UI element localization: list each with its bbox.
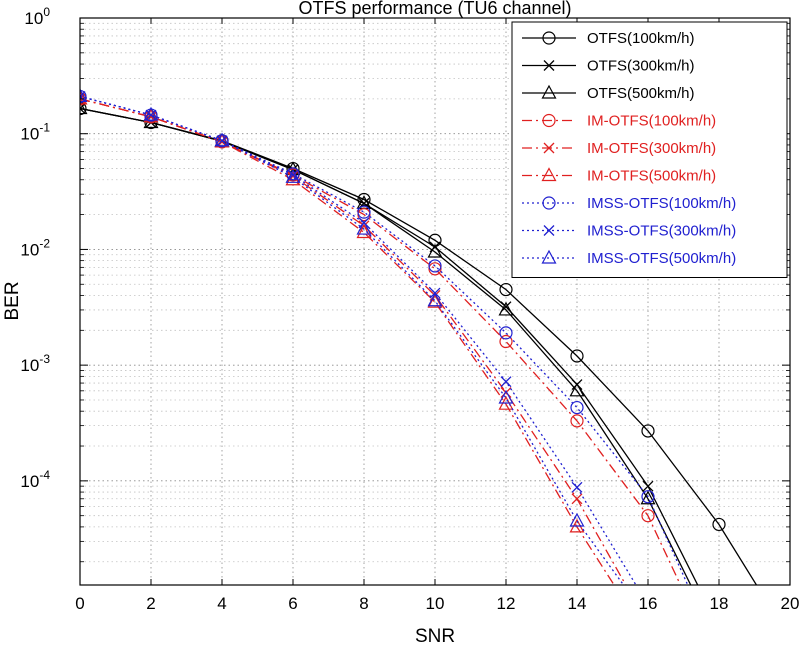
data-point-marker [569,382,585,397]
legend-box [511,21,788,278]
data-point-marker [499,334,513,349]
data-point-marker [641,424,655,438]
series-line [80,95,625,585]
data-point-marker [80,101,87,116]
legend-label: OTFS(100km/h) [587,30,695,47]
grid-layer [80,18,790,585]
data-point-marker [498,389,514,404]
legend-marker [543,60,555,71]
data-point-marker [216,135,228,147]
data-point-marker [357,205,371,219]
data-point-marker [427,293,443,308]
x-tick-label: 18 [710,594,729,613]
x-tick-label: 0 [75,594,84,613]
data-point-marker [499,326,513,340]
x-tick-label: 8 [359,594,368,613]
data-point-marker [569,512,585,527]
data-point-marker [80,100,88,115]
x-tick-label: 2 [146,594,155,613]
data-point-marker [80,90,88,105]
x-tick-label: 6 [288,594,297,613]
legend-marker [542,196,556,210]
legend-marker [543,225,555,236]
series-line [80,107,692,585]
y-tick-label: 10-4 [20,468,50,491]
data-point-marker [640,490,656,505]
x-tick-label: 10 [426,594,445,613]
y-tick-label: 10-1 [20,121,50,144]
x-tick-label: 20 [781,594,800,613]
legend-label: IM-OTFS(300km/h) [587,140,716,157]
legend-label: IMSS-OTFS(100km/h) [587,195,736,212]
data-point-marker [214,132,230,147]
data-point-marker [500,387,512,398]
tick-layer: 0 2 4 6 8 10 12 14 16 18 20 100 10-1 10-2 10-3 10-4 [20,5,799,613]
x-tick-label: 12 [497,594,516,613]
data-point-marker [428,262,442,276]
chart-title: OTFS performance (TU6 channel) [298,0,571,18]
data-point-marker [427,243,443,258]
data-point-marker [570,400,584,415]
data-point-marker [571,493,583,505]
legend-label: IM-OTFS(500km/h) [587,168,716,185]
data-point-marker [641,490,655,504]
data-point-marker [712,517,726,532]
legend-marker [541,249,557,264]
data-point-marker [145,109,157,121]
legend-label: OTFS(500km/h) [587,85,695,102]
series-9 [80,88,625,585]
legend-label: OTFS(300km/h) [587,58,695,75]
legend-marker [541,84,557,99]
x-tick-label: 14 [568,594,587,613]
series-layer [80,88,758,585]
legend-label: IM-OTFS(100km/h) [587,113,716,130]
legend-label: IMSS-OTFS(500km/h) [587,250,736,267]
y-tick-label: 10-2 [20,236,50,259]
data-point-marker [80,103,86,115]
data-point-marker [80,89,87,104]
data-point-marker [285,169,301,183]
data-point-marker [499,282,513,297]
data-point-marker [498,301,514,316]
data-point-marker [571,481,583,493]
data-point-marker [642,480,654,492]
y-axis-label: BER [2,281,23,320]
y-tick-label: 100 [24,5,50,28]
series-line [80,98,682,585]
data-point-marker [357,192,371,207]
legend-marker [543,142,555,154]
series-8 [80,90,637,585]
data-point-marker [570,414,584,428]
data-point-marker [427,292,443,307]
legend: OTFS(100km/h) OTFS(300km/h) OTFS(500km/h) I… [511,21,788,278]
data-point-marker [356,220,372,235]
y-tick-label: 10-3 [20,352,50,375]
data-point-marker [428,259,442,273]
x-tick-label: 16 [639,594,658,613]
data-point-marker [641,509,655,523]
data-point-marker [80,90,86,102]
legend-marker [541,167,557,182]
legend-label: IMSS-OTFS(300km/h) [587,223,736,240]
data-point-marker [570,349,584,363]
legend-marker [542,113,556,128]
series-line [80,95,637,585]
legend-marker [542,31,556,45]
x-tick-label: 4 [217,594,226,613]
x-axis-label: SNR [415,626,455,647]
data-point-marker [80,88,88,103]
series-line [80,98,615,585]
data-point-marker [287,169,299,181]
data-point-marker [500,376,512,388]
data-point-marker [143,106,159,121]
